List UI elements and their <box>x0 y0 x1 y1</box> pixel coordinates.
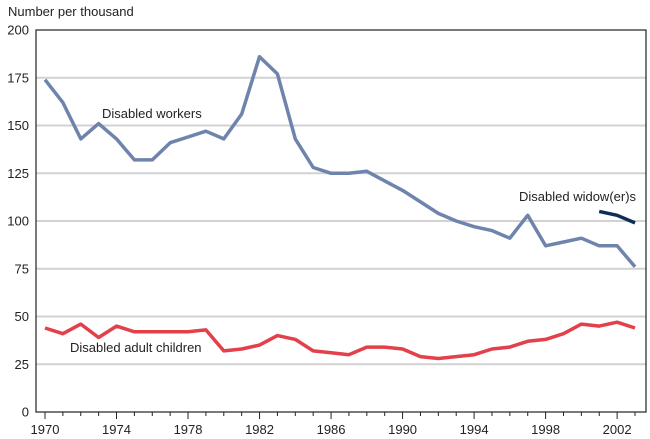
y-tick-label: 200 <box>7 23 29 38</box>
y-axis-label: Number per thousand <box>8 4 134 19</box>
series-labels: Disabled workers Disabled widow(er)s Dis… <box>70 106 637 355</box>
y-tick-label: 150 <box>7 118 29 133</box>
y-tick-label: 75 <box>15 261 29 276</box>
x-tick-label: 1994 <box>460 422 489 437</box>
series-line-disabled-workers <box>43 54 637 268</box>
y-tick-label: 25 <box>15 357 29 372</box>
series-label-disabled-adult-children: Disabled adult children <box>70 340 202 355</box>
x-tick-label: 1982 <box>245 422 274 437</box>
series-line-disabled-widow-er-s <box>598 209 636 225</box>
y-tick-label: 175 <box>7 70 29 85</box>
x-tick-label: 1990 <box>388 422 417 437</box>
series-line-disabled-adult-children <box>44 320 636 361</box>
y-tick-label: 100 <box>7 214 29 229</box>
x-tick-label: 1998 <box>531 422 560 437</box>
x-tick-label: 1978 <box>174 422 203 437</box>
x-tick-label: 1986 <box>317 422 346 437</box>
x-axis-ticks: 1970 1974 1978 1982 1986 1990 1994 1998 2002 <box>31 412 636 437</box>
series-label-disabled-widowers: Disabled widow(er)s <box>519 189 637 204</box>
series-label-disabled-workers: Disabled workers <box>102 106 202 121</box>
y-tick-label: 50 <box>15 309 29 324</box>
y-tick-label: 0 <box>22 405 29 420</box>
y-tick-label: 125 <box>7 166 29 181</box>
series-lines <box>43 54 637 361</box>
x-tick-label: 2002 <box>603 422 632 437</box>
plot-frame <box>35 29 647 413</box>
x-tick-label: 1970 <box>31 422 60 437</box>
x-tick-label: 1974 <box>102 422 131 437</box>
y-axis-ticks: 0 25 50 75 100 125 150 175 200 <box>7 23 29 420</box>
